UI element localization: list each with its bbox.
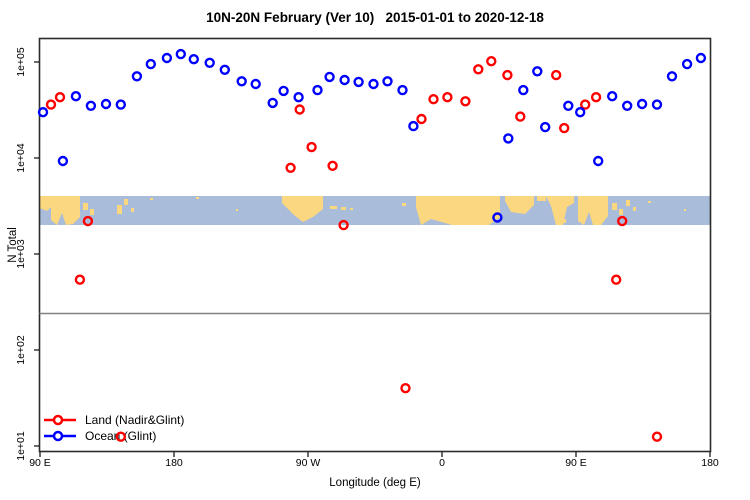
y-tick-label: 1e+02 [15, 335, 27, 365]
legend-marker-ocean [44, 430, 76, 442]
x-tick-label: 90 E [565, 457, 587, 469]
legend-label-land: Land (Nadir&Glint) [85, 413, 185, 427]
y-tick-label: 1e+01 [15, 431, 27, 461]
x-tick-label: 180 [165, 457, 183, 469]
x-tick-label: 90 W [295, 457, 321, 469]
y-tick-label: 1e+04 [15, 143, 27, 173]
x-tick-label: 90 E [29, 457, 51, 469]
x-tick-label: 180 [701, 457, 719, 469]
legend-label-ocean: Ocean (Glint) [85, 429, 157, 443]
x-tick-label: 0 [439, 457, 445, 469]
legend-item-ocean: Ocean (Glint) [43, 428, 184, 444]
x-axis-title: Longitude (deg E) [329, 477, 421, 489]
chart-title: 10N-20N February (Ver 10) 2015-01-01 to … [206, 10, 544, 25]
legend: Land (Nadir&Glint) Ocean (Glint) [43, 412, 184, 444]
legend-marker-land [44, 414, 76, 426]
y-tick-label: 1e+05 [15, 47, 27, 77]
legend-item-land: Land (Nadir&Glint) [43, 412, 184, 428]
y-tick-label: 1e+03 [15, 239, 27, 269]
